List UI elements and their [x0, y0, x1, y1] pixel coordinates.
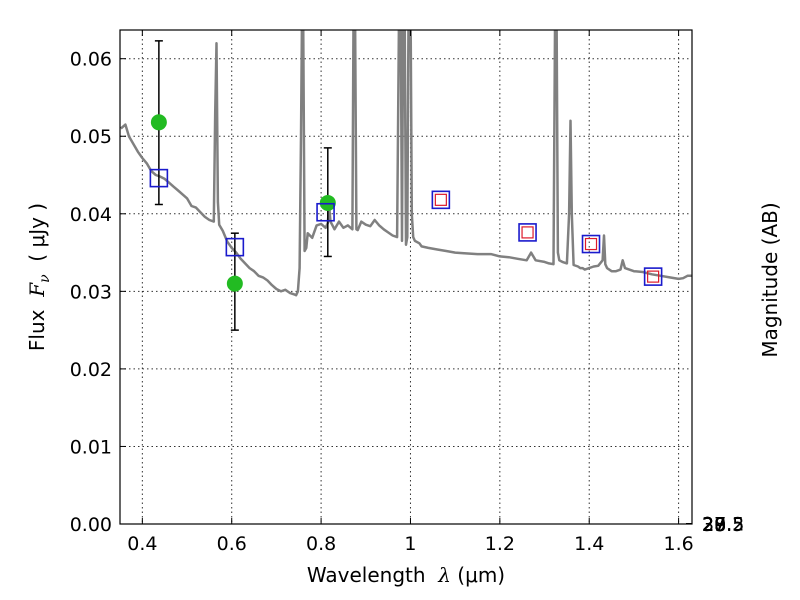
y2-axis-label: Magnitude (AB) — [758, 202, 782, 357]
y-axis-label: Flux Fν ( μJy ) — [25, 203, 53, 351]
model-photometry-point — [643, 267, 663, 286]
y2-tick-label: 30 — [702, 514, 726, 536]
x-tick-label: 0.6 — [217, 533, 247, 555]
y-tick-label: 0.02 — [70, 359, 112, 381]
observed-point — [319, 194, 336, 211]
x-tick-label: 1.6 — [663, 533, 693, 555]
observed-point — [150, 114, 167, 131]
y2-tick-label: 27.5 — [702, 514, 744, 536]
y-tick-label: 0.06 — [70, 49, 112, 71]
y-tick-label: 0.05 — [70, 126, 112, 148]
model-photometry-point — [581, 234, 601, 254]
observed-point — [226, 275, 243, 292]
y2-tick-label: 28.5 — [702, 514, 744, 536]
model-photometry-point — [316, 202, 335, 222]
x-tick-label: 0.8 — [306, 533, 336, 555]
model-photometry-point — [149, 168, 169, 188]
markers — [149, 114, 663, 292]
y-tick-label: 0.01 — [70, 436, 112, 458]
predicted-photometry-point — [647, 270, 660, 283]
ticks: 0.4 0.6 0.8 1 1.2 1.4 1.6 0.00 0.01 0.02 0.03 0.04 0… — [70, 30, 744, 555]
x-tick-label: 1 — [404, 533, 416, 555]
y2-tick-label: 29 — [702, 514, 726, 536]
x-tick-label: 0.4 — [127, 533, 157, 555]
y2-tick-label: 27 — [702, 514, 726, 536]
model-photometry-point — [431, 190, 451, 210]
y2-tick-label: 27.2 — [702, 514, 744, 536]
predicted-photometry-point — [434, 193, 447, 206]
y2-tick-label: 28 — [702, 514, 726, 536]
x-axis-label: Wavelength λ (μm) — [307, 563, 505, 587]
y-tick-label: 0.03 — [70, 281, 112, 303]
model-spectrum-line — [120, 30, 692, 297]
x-tick-label: 1.2 — [485, 533, 515, 555]
predicted-photometry-point — [584, 237, 598, 251]
model-photometry-point — [225, 237, 245, 257]
plot-frame — [119, 29, 693, 525]
x-tick-label: 1.4 — [574, 533, 604, 555]
y-tick-label: 0.04 — [70, 204, 112, 226]
predicted-photometry-point — [521, 226, 534, 239]
plot-area — [120, 30, 692, 297]
y-tick-label: 0.00 — [70, 514, 112, 536]
model-photometry-point — [518, 223, 537, 242]
